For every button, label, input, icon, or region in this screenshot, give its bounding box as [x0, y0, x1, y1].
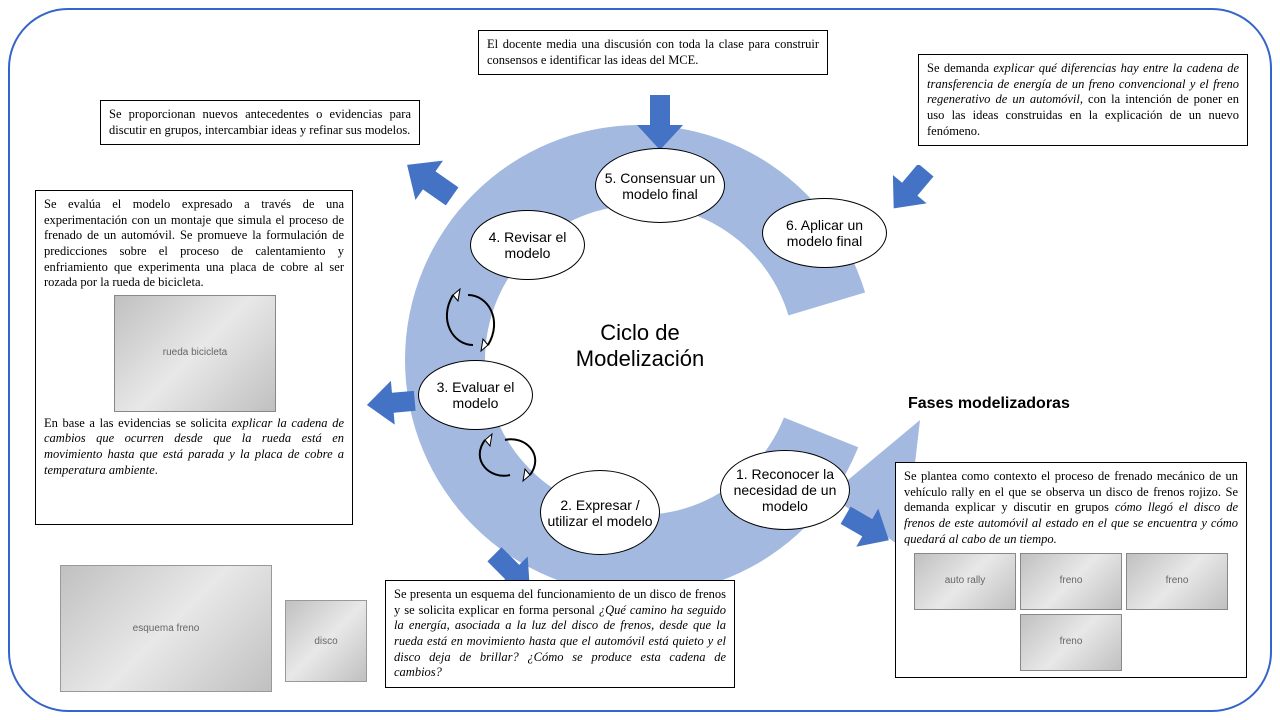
node-2-label: 2. Expresar / utilizar el modelo: [545, 497, 655, 529]
node-4: 4. Revisar el modelo: [470, 210, 585, 280]
arrow-to-4: [395, 150, 460, 210]
arrow-to-3: [360, 380, 420, 430]
wheel-image: rueda bicicleta: [114, 295, 276, 412]
rally-image-1: auto rally: [914, 553, 1016, 610]
textbox-3: Se evalúa el modelo expresado a través d…: [35, 190, 353, 525]
node-1: 1. Reconocer la necesidad de un modelo: [720, 450, 850, 530]
center-title: Ciclo de Modelización: [560, 320, 720, 372]
textbox-3b-pre: En base a las evidencias se solicita: [44, 416, 231, 430]
rally-image-4: freno: [1020, 614, 1122, 671]
phases-label: Fases modelizadoras: [908, 395, 1070, 413]
arrow-to-1: [840, 500, 900, 555]
textbox-3a-text: Se evalúa el modelo expresado a través d…: [44, 197, 344, 289]
curved-arrow-2-3: [470, 430, 550, 490]
node-4-label: 4. Revisar el modelo: [475, 229, 580, 261]
textbox-4: Se proporcionan nuevos antecedentes o ev…: [100, 100, 420, 145]
rally-image-3: freno: [1126, 553, 1228, 610]
node-1-label: 1. Reconocer la necesidad de un modelo: [725, 466, 845, 514]
node-6: 6. Aplicar un modelo final: [762, 198, 887, 268]
node-3-label: 3. Evaluar el modelo: [423, 379, 528, 411]
node-5-label: 5. Consensuar un modelo final: [600, 170, 720, 202]
textbox-2: Se presenta un esquema del funcionamient…: [385, 580, 735, 688]
node-5: 5. Consensuar un modelo final: [595, 148, 725, 223]
node-3: 3. Evaluar el modelo: [418, 360, 533, 430]
textbox-5-text: El docente media una discusión con toda …: [487, 37, 819, 67]
textbox-4-text: Se proporcionan nuevos antecedentes o ev…: [109, 107, 411, 137]
textbox-5: El docente media una discusión con toda …: [478, 30, 828, 75]
brake-diagram-1: esquema freno: [60, 565, 272, 692]
arrow-to-5: [635, 95, 685, 153]
center-title-line2: Modelización: [576, 346, 704, 371]
center-title-line1: Ciclo de: [600, 320, 679, 345]
textbox-6: Se demanda explicar qué diferencias hay …: [918, 54, 1248, 146]
textbox-1: Se plantea como contexto el proceso de f…: [895, 462, 1247, 678]
rally-image-2: freno: [1020, 553, 1122, 610]
node-2: 2. Expresar / utilizar el modelo: [540, 470, 660, 555]
curved-arrow-3-4: [438, 285, 508, 360]
textbox-3b-post: .: [155, 463, 158, 477]
node-6-label: 6. Aplicar un modelo final: [767, 217, 882, 249]
arrow-to-6: [880, 165, 940, 220]
brake-diagram-2: disco: [285, 600, 367, 682]
textbox-6-pre: Se demanda: [927, 61, 993, 75]
